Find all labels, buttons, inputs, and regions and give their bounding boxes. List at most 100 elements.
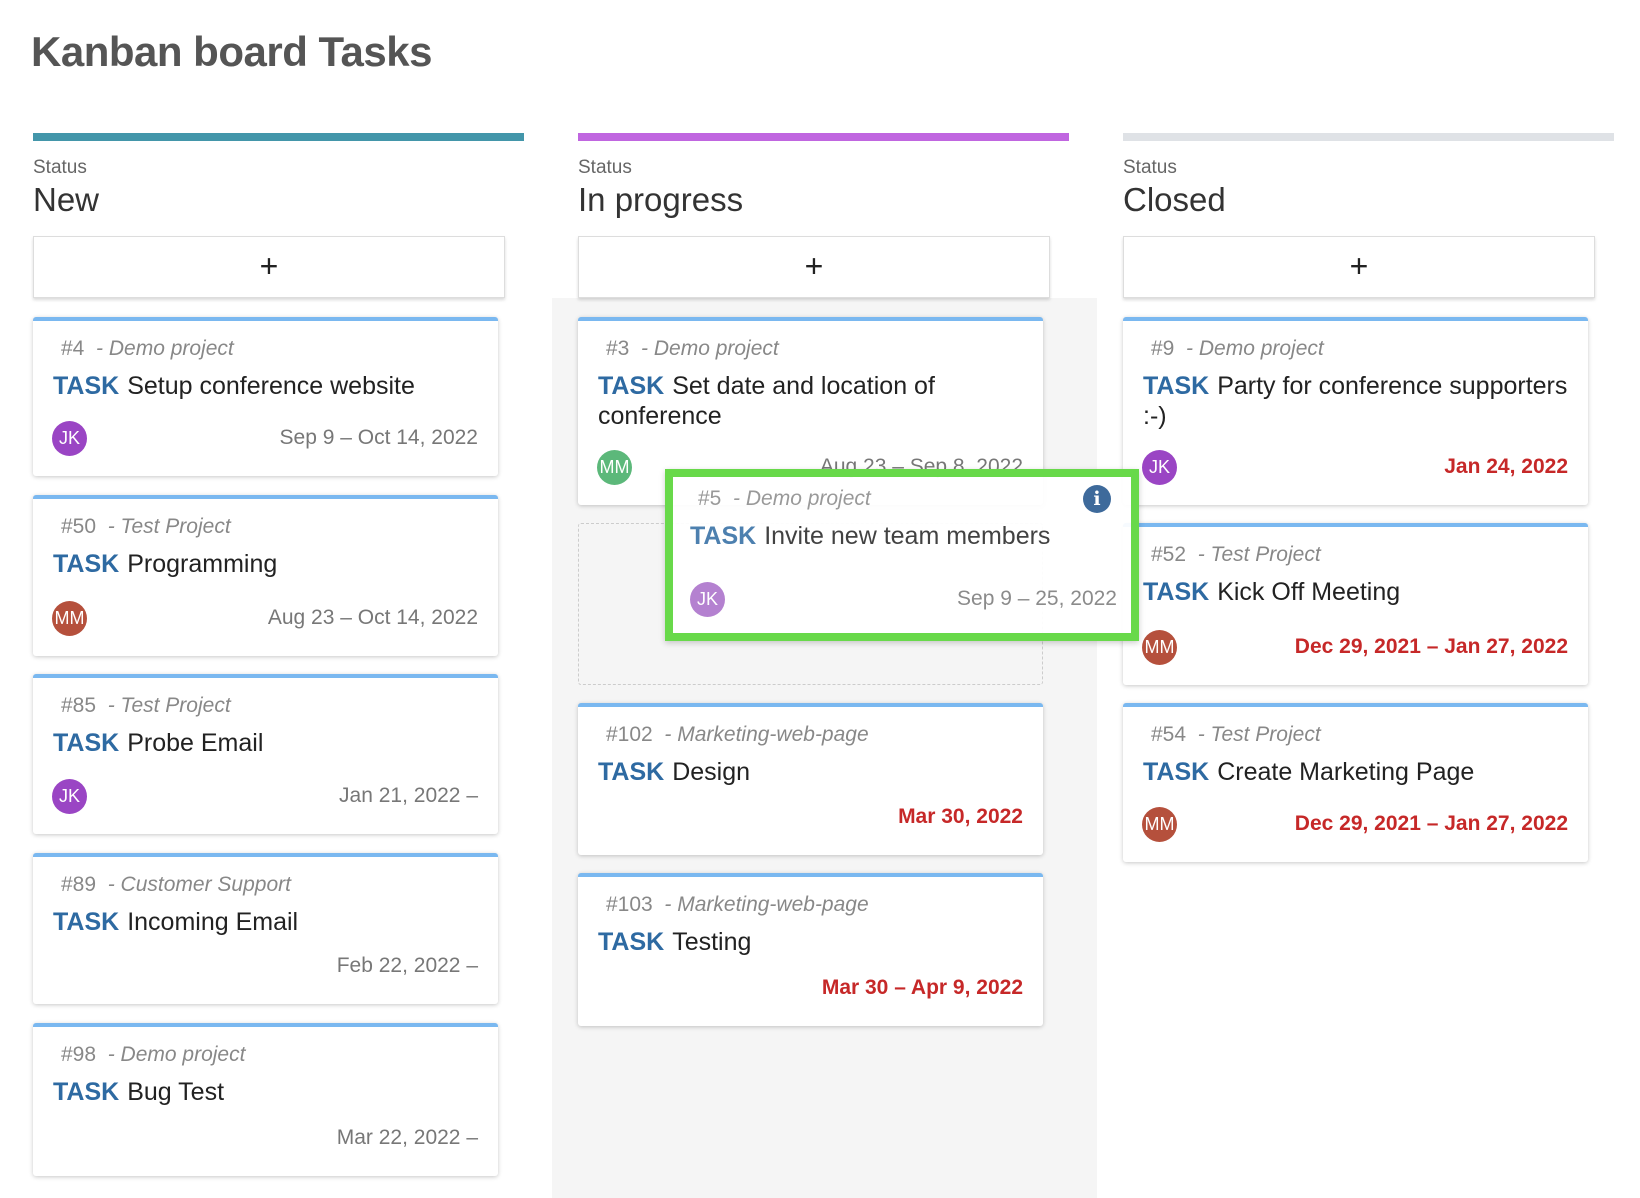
card-title-text: Design: [672, 758, 751, 786]
card-title-text: Party for conference supporters :-): [1143, 372, 1568, 430]
avatar: JK: [52, 420, 87, 456]
card-title[interactable]: TASK Testing: [598, 927, 1023, 957]
task-card[interactable]: #102 - Marketing-web-page TASK Design Mar 3…: [578, 703, 1043, 855]
card-date: Dec 29, 2021 – Jan 27, 2022: [1294, 812, 1568, 835]
card-id: #52: [1151, 543, 1187, 566]
card-footer: Mar 30 – Apr 9, 2022: [597, 970, 1023, 1006]
avatar: MM: [597, 449, 632, 485]
card-title[interactable]: TASK Bug Test: [53, 1077, 478, 1107]
card-title[interactable]: TASK Kick Off Meeting: [1143, 577, 1568, 607]
card-kind: TASK: [690, 522, 757, 550]
card-title-text: Setup conference website: [127, 372, 415, 400]
column-in-progress: Status In progress + #3 - Demo project TASK S…: [552, 133, 1097, 1198]
task-card[interactable]: #89 - Customer Support TASK Incoming Email…: [33, 853, 498, 1004]
card-date: Jan 24, 2022: [1444, 455, 1568, 478]
card-project: - Test Project: [107, 694, 231, 717]
task-card[interactable]: #52 - Test Project TASK Kick Off Meeting MM…: [1123, 523, 1588, 685]
task-card[interactable]: #54 - Test Project TASK Create Marketing P…: [1123, 703, 1588, 862]
card-date: Mar 22, 2022 –: [336, 1126, 478, 1149]
card-footer: Mar 22, 2022 –: [52, 1120, 478, 1156]
column-status-label: Status: [1123, 157, 1177, 178]
card-project: - Test Project: [1197, 723, 1321, 746]
avatar: JK: [1142, 449, 1177, 485]
card-title-text: Create Marketing Page: [1217, 758, 1475, 786]
card-meta: #50 - Test Project: [53, 515, 478, 539]
task-card[interactable]: #50 - Test Project TASK Programming MM Aug 2…: [33, 495, 498, 656]
card-title: TASK Invite new team members: [673, 521, 1131, 551]
card-kind: TASK: [598, 372, 665, 400]
card-footer: MM Dec 29, 2021 – Jan 27, 2022: [1142, 629, 1568, 665]
column-color-bar: [33, 133, 524, 141]
card-footer: JK Sep 9 – Oct 14, 2022: [52, 420, 478, 456]
card-kind: TASK: [53, 1078, 120, 1106]
card-project: - Test Project: [107, 515, 231, 538]
avatar: JK: [690, 581, 725, 617]
card-id: #4: [61, 337, 85, 360]
card-project: - Test Project: [1197, 543, 1321, 566]
card-date: Jan 21, 2022 –: [339, 784, 478, 807]
card-kind: TASK: [53, 729, 120, 757]
card-title[interactable]: TASK Create Marketing Page: [1143, 757, 1568, 787]
card-date: Dec 29, 2021 – Jan 27, 2022: [1294, 635, 1568, 658]
column-color-bar: [578, 133, 1069, 141]
card-footer: Mar 30, 2022: [597, 799, 1023, 835]
card-kind: TASK: [1143, 758, 1210, 786]
task-card[interactable]: #85 - Test Project TASK Probe Email JK Jan 2…: [33, 674, 498, 834]
card-meta: #3 - Demo project: [598, 337, 1023, 361]
card-project: - Demo project: [96, 337, 234, 360]
card-id: #89: [61, 873, 97, 896]
add-card-button[interactable]: +: [1123, 236, 1595, 298]
card-footer: JK Jan 24, 2022: [1142, 449, 1568, 485]
card-footer: Feb 22, 2022 –: [52, 948, 478, 984]
card-project: - Demo project: [1186, 337, 1324, 360]
card-title[interactable]: TASK Probe Email: [53, 728, 478, 758]
card-project: - Demo project: [641, 337, 779, 360]
card-project: - Customer Support: [107, 873, 291, 896]
card-title-text: Probe Email: [127, 729, 264, 757]
task-card[interactable]: #98 - Demo project TASK Bug Test Mar 22, 20…: [33, 1023, 498, 1176]
column-name: New: [33, 181, 100, 218]
card-title[interactable]: TASK Set date and location of conference: [598, 371, 1023, 431]
card-kind: TASK: [53, 550, 120, 578]
dragged-card[interactable]: i #5 - Demo project TASK Invite new team …: [665, 469, 1139, 641]
column-closed: Status Closed + #9 - Demo project TASK Party …: [1123, 133, 1614, 1190]
card-meta: #98 - Demo project: [53, 1043, 478, 1067]
card-meta: #102 - Marketing-web-page: [598, 723, 1023, 747]
card-date: Sep 9 – Oct 14, 2022: [279, 426, 478, 449]
card-title[interactable]: TASK Party for conference supporters :-): [1143, 371, 1568, 431]
card-title[interactable]: TASK Incoming Email: [53, 907, 478, 937]
card-kind: TASK: [598, 928, 665, 956]
card-kind: TASK: [1143, 372, 1210, 400]
card-kind: TASK: [1143, 578, 1210, 606]
add-card-button[interactable]: +: [33, 236, 505, 298]
card-meta: #5 - Demo project: [673, 487, 1131, 511]
card-title-text: Incoming Email: [127, 908, 299, 936]
info-icon[interactable]: i: [1083, 485, 1111, 513]
card-id: #54: [1151, 723, 1187, 746]
add-card-button[interactable]: +: [578, 236, 1050, 298]
card-title-text: Kick Off Meeting: [1217, 578, 1401, 606]
card-title[interactable]: TASK Programming: [53, 549, 478, 579]
card-title-text: Invite new team members: [764, 522, 1051, 550]
card-date: Feb 22, 2022 –: [336, 954, 478, 977]
card-id: #98: [61, 1043, 97, 1066]
card-date: Sep 9 – 25, 2022: [957, 587, 1117, 610]
card-id: #9: [1151, 337, 1175, 360]
card-title-text: Programming: [127, 550, 278, 578]
avatar: MM: [1142, 806, 1177, 842]
column-color-bar: [1123, 133, 1614, 141]
task-card[interactable]: #103 - Marketing-web-page TASK Testing Mar …: [578, 873, 1043, 1026]
task-card[interactable]: #9 - Demo project TASK Party for conferenc…: [1123, 317, 1588, 505]
card-id: #50: [61, 515, 97, 538]
card-title[interactable]: TASK Setup conference website: [53, 371, 478, 401]
card-kind: TASK: [53, 372, 120, 400]
card-meta: #85 - Test Project: [53, 694, 478, 718]
card-footer: JK Jan 21, 2022 –: [52, 778, 478, 814]
card-kind: TASK: [598, 758, 665, 786]
card-title[interactable]: TASK Design: [598, 757, 1023, 787]
card-id: #85: [61, 694, 97, 717]
card-project: - Marketing-web-page: [664, 723, 869, 746]
task-card[interactable]: #4 - Demo project TASK Setup conference we…: [33, 317, 498, 476]
card-id: #5: [698, 487, 722, 510]
card-title-text: Bug Test: [127, 1078, 225, 1106]
